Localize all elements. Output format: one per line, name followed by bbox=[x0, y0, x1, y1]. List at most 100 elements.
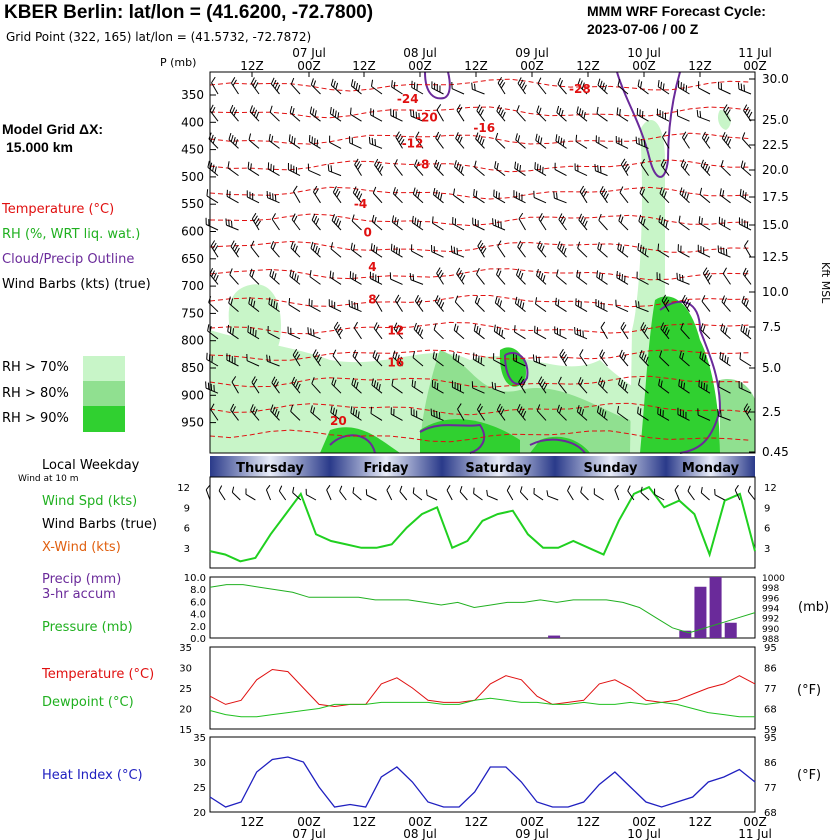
wind-barb bbox=[533, 190, 547, 204]
wind-barb-flag bbox=[437, 269, 443, 277]
surface-wind-barb bbox=[459, 485, 468, 501]
wind-barb bbox=[370, 243, 383, 258]
wind-barb-staff bbox=[431, 87, 444, 95]
wind-barb-flag bbox=[295, 354, 301, 361]
wind-barb-flag bbox=[738, 217, 740, 225]
wind-barb-flag bbox=[396, 219, 399, 226]
wind-barb-flag bbox=[574, 163, 576, 171]
wind-barb-flag bbox=[374, 158, 379, 166]
wind-barb bbox=[721, 295, 731, 312]
wind-barb-flag bbox=[702, 325, 706, 332]
wind-barb-flag bbox=[471, 381, 474, 388]
wind-barb-flag bbox=[636, 107, 639, 115]
wind-barb-flag bbox=[456, 267, 461, 274]
wind-barb-flag bbox=[657, 80, 660, 87]
wind-barb-staff bbox=[700, 329, 711, 340]
wind-barb-flag bbox=[294, 273, 297, 281]
surface-wind-barb bbox=[640, 486, 650, 501]
surface-wind-barb bbox=[446, 485, 453, 501]
wind-barb-flag bbox=[661, 294, 667, 301]
wind-barb-flag bbox=[662, 131, 667, 138]
wind-barb-flag bbox=[252, 79, 257, 87]
wind-barb-flag bbox=[288, 134, 291, 142]
wind-barb-flag bbox=[415, 325, 419, 332]
wind-barb-staff bbox=[636, 277, 649, 285]
wind-barb-staff bbox=[229, 274, 239, 285]
wind-barb-flag bbox=[643, 140, 646, 147]
wind-barb-flag bbox=[533, 190, 535, 198]
wind-barb-staff bbox=[639, 192, 649, 204]
wind-barb-flag bbox=[232, 79, 237, 86]
wind-barb-flag bbox=[553, 191, 555, 199]
wind-barb-staff bbox=[575, 304, 588, 313]
dewpoint-line bbox=[209, 697, 755, 718]
wind-barb-flag bbox=[741, 132, 746, 139]
wind-barb bbox=[434, 295, 445, 312]
barb-staff bbox=[245, 493, 256, 501]
date-tick-top: 08 Jul bbox=[403, 46, 437, 60]
wind-barb-staff bbox=[536, 111, 547, 122]
wind-barb-flag bbox=[210, 134, 214, 142]
wind-barb-flag bbox=[411, 80, 413, 88]
wind-barb-flag bbox=[516, 191, 518, 199]
wind-barb bbox=[493, 189, 506, 204]
wind-barb-flag bbox=[434, 381, 436, 389]
barb-staff bbox=[218, 490, 226, 501]
wind-barb bbox=[681, 294, 691, 312]
wind-barb bbox=[553, 191, 567, 204]
wind-barb-flag bbox=[624, 383, 628, 391]
wind-barb-flag bbox=[536, 327, 539, 334]
wind-barb-staff bbox=[615, 305, 629, 313]
barb-staff bbox=[232, 491, 241, 501]
wind-barb-flag bbox=[211, 76, 216, 84]
surface-wind-barb bbox=[506, 485, 514, 501]
wind-barb-flag bbox=[477, 134, 481, 142]
wind-barb bbox=[331, 377, 342, 394]
wind-barb-staff bbox=[268, 303, 280, 313]
wind-barb bbox=[677, 407, 690, 421]
wind-barb-flag bbox=[392, 187, 396, 194]
wind-barb-staff bbox=[619, 355, 629, 367]
wind-barb-staff bbox=[310, 84, 321, 95]
wind-barb-flag bbox=[555, 134, 558, 142]
wind-barb-flag bbox=[276, 84, 281, 92]
wind-barb-staff bbox=[371, 85, 383, 95]
wind-barb-flag bbox=[702, 267, 708, 274]
wind-barb bbox=[638, 214, 649, 231]
wind-barb-staff bbox=[518, 218, 526, 231]
wind-barb-staff bbox=[411, 87, 424, 95]
wind-barb-flag bbox=[310, 241, 314, 249]
wind-barb-staff bbox=[577, 247, 588, 258]
wind-barb bbox=[534, 325, 547, 340]
wind-barb bbox=[392, 350, 403, 367]
wind-barb-flag bbox=[375, 274, 377, 282]
barb-staff bbox=[580, 491, 589, 501]
wind-barb-flag bbox=[394, 189, 399, 196]
wind-barb-flag bbox=[378, 384, 381, 391]
wind-barb-staff bbox=[740, 166, 752, 176]
wind-barb-flag bbox=[247, 161, 250, 169]
wind-barb-flag bbox=[371, 378, 374, 386]
wind-barb-staff bbox=[657, 278, 670, 285]
wind-barb-flag bbox=[623, 163, 629, 170]
wind-barb-flag bbox=[519, 300, 522, 308]
precip-bar bbox=[548, 635, 561, 638]
wind-barb-staff bbox=[271, 382, 280, 394]
wind-barb-flag bbox=[600, 379, 604, 387]
wind-barb-flag bbox=[641, 138, 643, 146]
wind-barb bbox=[677, 80, 690, 95]
wind-barb-flag bbox=[409, 273, 412, 280]
wind-barb-staff bbox=[328, 170, 342, 177]
wind-barb-staff bbox=[657, 86, 670, 95]
wind-barb-flag bbox=[210, 240, 216, 247]
model-grid-label: Model Grid ΔX: 15.000 km bbox=[2, 120, 103, 156]
wind-barb bbox=[250, 240, 260, 258]
wind-barb-staff bbox=[267, 360, 280, 367]
wind-barb-staff bbox=[701, 137, 711, 149]
page-title: KBER Berlin: lat/lon = (41.6200, -72.780… bbox=[4, 2, 374, 23]
wind-barb-staff bbox=[456, 273, 465, 285]
wind-barb bbox=[577, 78, 588, 95]
isotherm bbox=[209, 132, 751, 145]
wind-barb-flag bbox=[740, 323, 743, 331]
wind-barb-flag bbox=[543, 383, 548, 391]
